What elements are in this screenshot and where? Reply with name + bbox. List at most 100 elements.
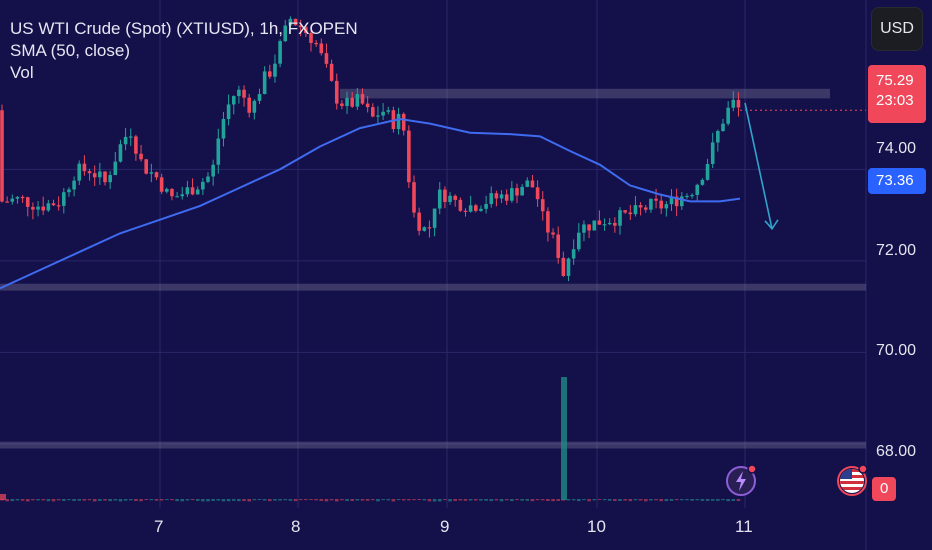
candle-body	[283, 25, 288, 42]
lightning-icon[interactable]	[725, 463, 759, 497]
volume-bar	[252, 499, 257, 501]
time-tick-10: 10	[587, 517, 606, 536]
candle-body	[190, 187, 195, 195]
volume-bar	[288, 499, 293, 501]
candle-body	[499, 194, 504, 199]
candle-body	[726, 107, 730, 124]
volume-bar	[226, 499, 231, 502]
volume-bar	[149, 499, 154, 501]
volume-bar	[685, 499, 689, 501]
volume-bar	[597, 499, 602, 501]
candle-body	[453, 195, 457, 200]
candle-body	[144, 159, 148, 174]
candle-body	[540, 199, 545, 212]
volume-bar	[56, 499, 61, 501]
candle-body	[710, 142, 715, 164]
candle-body	[154, 172, 159, 178]
candle-body	[716, 131, 720, 143]
candle-body	[237, 89, 241, 97]
candle-body	[185, 187, 190, 195]
candle-body	[355, 94, 360, 107]
candle-body	[360, 94, 365, 104]
candle-body	[216, 138, 221, 165]
candle-body	[31, 206, 35, 210]
volume-bar	[195, 499, 200, 501]
volume-bar	[654, 499, 658, 501]
volume-bar	[190, 499, 195, 501]
volume-bar	[396, 499, 401, 501]
volume-bar	[51, 499, 56, 502]
candle-body	[201, 181, 205, 190]
volume-bar	[592, 499, 597, 501]
candle-body	[705, 163, 710, 180]
volume-bar	[489, 499, 494, 502]
time-tick-7: 7	[154, 517, 164, 536]
candle-body	[113, 161, 118, 176]
symbol-title[interactable]: US WTI Crude (Spot) (XTIUSD), 1h, FXOPEN	[10, 19, 358, 38]
candle-body	[618, 210, 622, 226]
volume-bar	[540, 499, 545, 501]
candle-body	[571, 249, 576, 259]
volume-bar	[680, 499, 684, 501]
candle-body	[118, 144, 123, 162]
volume-bar	[41, 499, 45, 501]
candle-body	[334, 80, 339, 104]
candle-body	[221, 118, 226, 139]
candle-body	[51, 203, 56, 206]
candle-body	[417, 212, 421, 231]
candle-body	[304, 27, 308, 34]
volume-bar	[144, 499, 148, 501]
chart-legend[interactable]: US WTI Crude (Spot) (XTIUSD), 1h, FXOPEN…	[10, 18, 358, 84]
candle-body	[628, 212, 633, 215]
volume-bar	[159, 499, 164, 501]
candle-body	[535, 187, 540, 200]
volume-bar	[268, 499, 272, 502]
candle-body	[108, 175, 112, 183]
candle-body	[350, 97, 354, 107]
volume-bar	[77, 499, 82, 501]
volume-bar	[211, 499, 215, 502]
volume-bar	[659, 499, 663, 502]
volume-bar	[649, 499, 653, 501]
volume-bar	[283, 499, 288, 501]
candle-body	[288, 18, 293, 26]
volume-bar	[520, 499, 524, 501]
candle-body	[623, 210, 627, 213]
candle-body	[463, 210, 468, 212]
volume-bar	[587, 499, 591, 502]
volume-bar	[463, 499, 468, 501]
volume-bar	[628, 499, 633, 502]
volume-bar	[484, 499, 488, 501]
candle-body	[484, 204, 488, 209]
candle-body	[149, 172, 154, 174]
volume-bar	[731, 499, 736, 501]
candle-body	[443, 189, 447, 202]
currency-button[interactable]: USD	[871, 7, 923, 51]
candle-body	[231, 96, 236, 105]
candle-body	[134, 136, 138, 154]
candle-body	[561, 257, 566, 276]
volume-bar	[381, 499, 385, 501]
candle-body	[525, 180, 530, 187]
volume-bar	[705, 499, 710, 501]
candle-body	[664, 204, 669, 209]
candle-body	[551, 232, 555, 235]
volume-bar	[582, 499, 586, 501]
time-tick-9: 9	[440, 517, 450, 536]
volume-bar	[216, 499, 221, 501]
volume-indicator-label[interactable]: Vol	[10, 63, 34, 82]
volume-bar	[46, 499, 51, 502]
volume-bar	[721, 499, 725, 501]
volume-bar	[643, 499, 648, 502]
us-flag-icon[interactable]	[836, 463, 870, 497]
candle-body	[46, 203, 51, 211]
candle-body	[448, 195, 452, 202]
candle-body	[226, 104, 231, 119]
volume-bar	[525, 499, 530, 501]
candle-body	[62, 192, 66, 206]
candle-body	[510, 188, 514, 201]
sma-indicator-label[interactable]: SMA (50, close)	[10, 41, 130, 60]
volume-bar	[128, 499, 133, 501]
candle-body	[422, 227, 427, 231]
